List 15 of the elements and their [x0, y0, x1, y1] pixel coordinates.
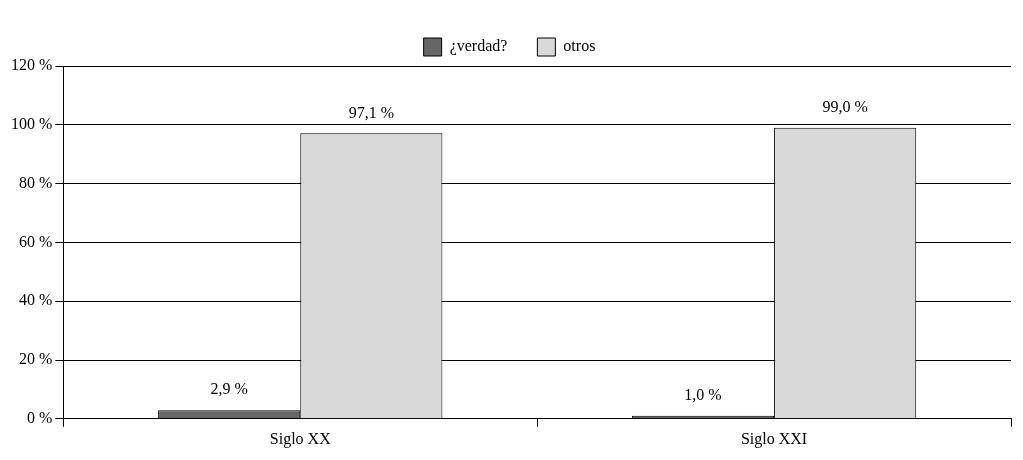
legend-label: otros	[563, 37, 596, 55]
y-tick-label: 60 %	[19, 232, 53, 250]
x-tick-label: Siglo XXI	[740, 429, 808, 448]
y-tick-label: 80 %	[19, 173, 53, 191]
x-tick-label: Siglo XX	[269, 429, 332, 448]
y-tick-label: 100 %	[11, 115, 53, 132]
data-label: 1,0 %	[684, 386, 722, 404]
data-label: 99,0 %	[822, 97, 868, 115]
y-tick-label: 20 %	[19, 350, 53, 368]
y-tick-label: 40 %	[19, 291, 53, 309]
data-label: 2,9 %	[210, 380, 248, 398]
legend-label: ¿verdad?	[449, 37, 508, 56]
data-label: 97,1 %	[348, 103, 394, 121]
y-tick-label: 0 %	[27, 409, 53, 426]
y-tick-label: 120 %	[11, 56, 53, 74]
